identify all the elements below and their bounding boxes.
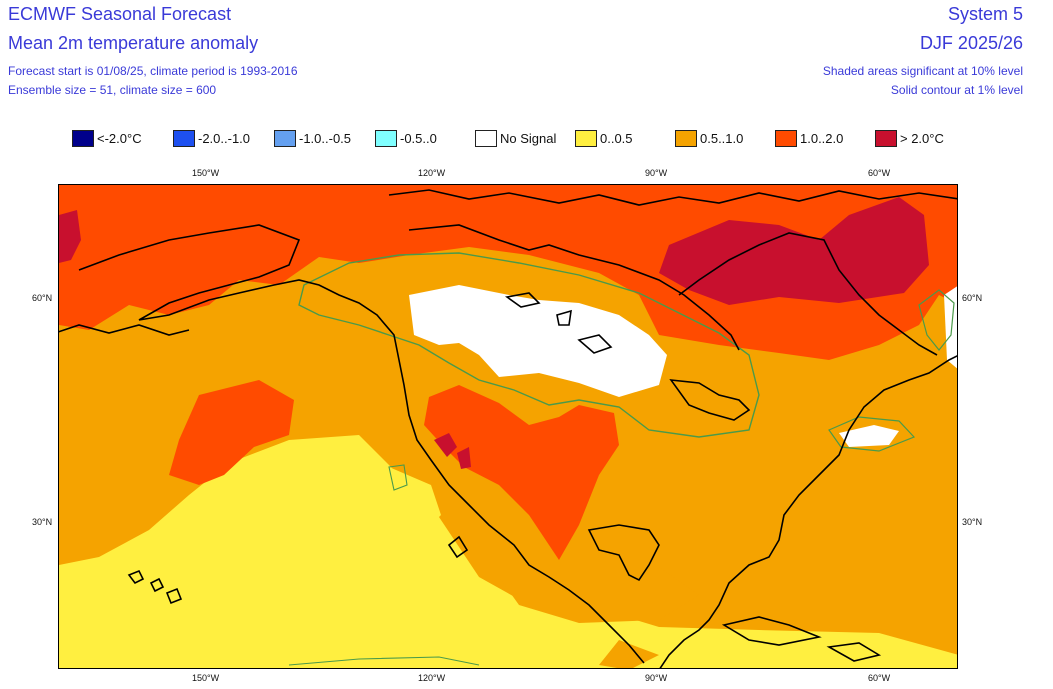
sig-contour-atlantic bbox=[828, 416, 916, 452]
legend-label: -2.0..-1.0 bbox=[198, 130, 251, 146]
map-svg bbox=[59, 185, 957, 668]
significance-note: Shaded areas significant at 10% level bbox=[822, 64, 1023, 78]
shade-1.0-2.0-southwest bbox=[424, 385, 619, 560]
season-label: DJF 2025/26 bbox=[919, 33, 1023, 53]
hispaniola bbox=[826, 642, 882, 662]
bottom-tick-90w: 90°W bbox=[645, 673, 668, 683]
atlantic-coast bbox=[659, 355, 957, 668]
legend-label: 0..0.5 bbox=[600, 130, 633, 146]
top-tick-120w: 120°W bbox=[418, 168, 446, 178]
legend-item: -2.0..-1.0 bbox=[173, 128, 250, 148]
hudson-bay bbox=[678, 232, 938, 356]
legend-item: 1.0..2.0 bbox=[775, 128, 843, 148]
arctic-islands bbox=[388, 189, 957, 206]
legend-label: -0.5..0 bbox=[400, 130, 437, 146]
page-subtitle: Mean 2m temperature anomaly bbox=[8, 33, 259, 53]
coastlines bbox=[59, 189, 957, 668]
shade-1.0-2.0-pacific bbox=[169, 380, 294, 485]
legend-label: -1.0..-0.5 bbox=[299, 130, 352, 146]
shade-gt-2.0-hudson bbox=[659, 197, 929, 305]
sig-contour-pacific bbox=[388, 464, 408, 491]
lake-small bbox=[556, 309, 572, 326]
bottom-tick-150w: 150°W bbox=[192, 673, 220, 683]
hawaii bbox=[127, 569, 183, 605]
legend-label: No Signal bbox=[500, 130, 557, 146]
cuba bbox=[721, 616, 822, 646]
legend-swatch bbox=[875, 129, 897, 147]
legend-swatch bbox=[375, 129, 397, 147]
bottom-tick-60w: 60°W bbox=[868, 673, 891, 683]
legend-label: 1.0..2.0 bbox=[800, 130, 844, 146]
legend-item: -1.0..-0.5 bbox=[274, 128, 351, 148]
shade-gt-2.0-west-edge bbox=[59, 210, 81, 263]
legend-item: -0.5..0 bbox=[375, 128, 437, 148]
gulf-coast bbox=[587, 524, 660, 582]
forecast-start-info: Forecast start is 01/08/25, climate peri… bbox=[8, 64, 298, 78]
legend-swatch bbox=[72, 129, 94, 147]
legend-swatch bbox=[575, 129, 597, 147]
great-lakes bbox=[669, 379, 751, 421]
legend-swatch bbox=[173, 129, 195, 147]
legend-swatch bbox=[775, 129, 797, 147]
shade-gt-2.0-southwest-2 bbox=[457, 447, 471, 469]
great-slave-lake bbox=[577, 334, 613, 354]
anomaly-map bbox=[58, 184, 958, 669]
legend-swatch bbox=[675, 129, 697, 147]
sig-contour-labrador bbox=[918, 289, 955, 351]
ensemble-info: Ensemble size = 51, climate size = 600 bbox=[8, 83, 217, 97]
contour-note: Solid contour at 1% level bbox=[890, 83, 1023, 97]
great-bear-lake bbox=[504, 292, 541, 308]
shade-0.5-1.0-caribbean bbox=[599, 640, 659, 668]
legend-item: No Signal bbox=[475, 128, 556, 148]
shade-0.5-1.0-south bbox=[499, 557, 699, 623]
legend-item: 0.5..1.0 bbox=[675, 128, 743, 148]
pacific-coast bbox=[78, 224, 645, 664]
top-tick-150w: 150°W bbox=[192, 168, 220, 178]
left-tick-60n: 60°N bbox=[32, 293, 53, 303]
shade-gt-2.0-southwest-1 bbox=[434, 433, 457, 457]
left-tick-30n: 30°N bbox=[32, 517, 53, 527]
no-signal-canada bbox=[409, 285, 667, 397]
baja-tip bbox=[447, 535, 469, 559]
right-tick-60n: 60°N bbox=[962, 293, 983, 303]
legend-item: > 2.0°C bbox=[875, 128, 944, 148]
legend-label: 0.5..1.0 bbox=[700, 130, 744, 146]
system-label: System 5 bbox=[947, 4, 1023, 24]
right-tick-30n: 30°N bbox=[962, 517, 983, 527]
top-tick-60w: 60°W bbox=[868, 168, 891, 178]
legend-item: 0..0.5 bbox=[575, 128, 633, 148]
sig-contour-south bbox=[288, 656, 480, 666]
legend-label: > 2.0°C bbox=[900, 130, 944, 146]
page-title: ECMWF Seasonal Forecast bbox=[8, 4, 232, 24]
top-tick-90w: 90°W bbox=[645, 168, 668, 178]
legend-label: <-2.0°C bbox=[97, 130, 142, 146]
legend-swatch bbox=[475, 129, 497, 147]
shade-0-0.5-offshore bbox=[339, 467, 441, 537]
bottom-tick-120w: 120°W bbox=[418, 673, 446, 683]
northern-coast bbox=[408, 224, 740, 351]
legend-item: <-2.0°C bbox=[72, 128, 142, 148]
legend-swatch bbox=[274, 129, 296, 147]
aleutians bbox=[59, 324, 190, 336]
no-signal-atlantic bbox=[839, 425, 899, 447]
